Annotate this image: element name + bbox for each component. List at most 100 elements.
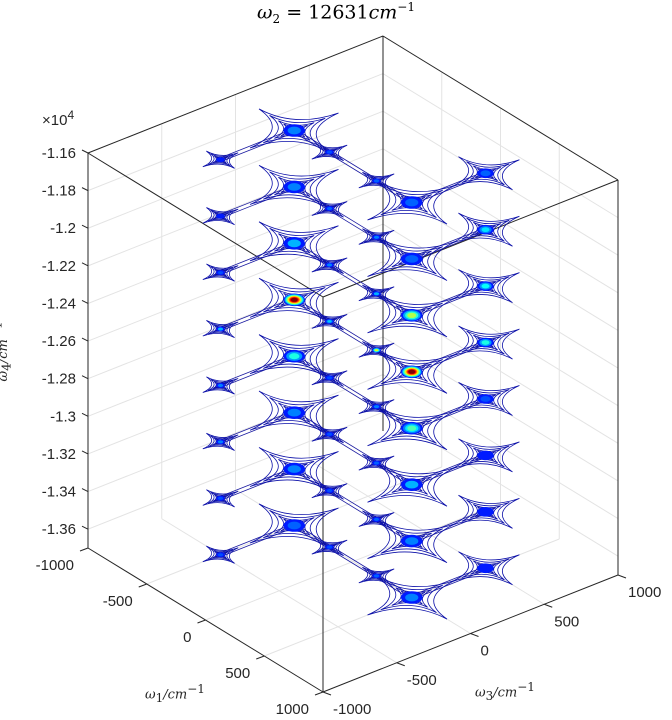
contour-peak <box>249 334 339 379</box>
contour-line <box>249 447 339 492</box>
z-label-sub: 4 <box>0 363 14 371</box>
contour-line <box>274 289 315 310</box>
contour-line <box>249 164 339 209</box>
contour-fill <box>217 496 224 500</box>
z-tick-label: -1.16 <box>42 145 76 162</box>
contour-line <box>470 278 501 294</box>
contour-fill <box>480 396 491 402</box>
title-symbol: ω <box>257 1 273 24</box>
contour-line <box>207 435 234 449</box>
contour-peak <box>358 510 395 529</box>
contour-line <box>451 494 520 529</box>
contour-line <box>212 550 229 559</box>
grid-line <box>382 298 619 444</box>
z-tick-mark <box>81 412 89 417</box>
contour-peak <box>311 199 348 218</box>
contour-peak <box>451 325 520 360</box>
contour-line <box>316 258 343 272</box>
contour-peak <box>367 462 457 507</box>
contour-line <box>368 289 385 299</box>
z-tick-mark <box>81 187 89 192</box>
contour-line <box>207 266 234 280</box>
z-exponent-power: 4 <box>67 108 75 122</box>
y-axis-label: ω3/cm−1 <box>475 680 535 703</box>
contour-peak <box>367 180 457 225</box>
y-tick-mark <box>322 691 332 696</box>
contour-peak <box>451 551 520 586</box>
contour-fill <box>481 227 490 233</box>
y-label-unit: /cm <box>493 685 518 701</box>
contour-line <box>363 287 390 301</box>
contour-line <box>212 381 229 390</box>
z-tick-label: -1.34 <box>42 484 76 501</box>
contour-fill <box>405 537 419 545</box>
contour-line <box>321 204 338 213</box>
contour-peak <box>202 432 239 451</box>
contour-line <box>274 402 315 423</box>
contour-fill <box>287 183 301 191</box>
x-tick-mark <box>314 691 324 696</box>
contour-fill <box>290 297 298 302</box>
contour-fill <box>405 198 419 207</box>
contour-bridge <box>329 375 377 409</box>
contour-line <box>212 324 229 334</box>
contour-peak <box>358 284 395 303</box>
grid-line <box>87 336 384 455</box>
contour-peak <box>311 481 348 500</box>
grid-line <box>382 411 619 557</box>
contour-fill <box>326 432 333 436</box>
contour-line <box>380 582 443 613</box>
contour-line <box>321 542 338 552</box>
contour-line <box>316 314 343 328</box>
contour-line <box>391 530 432 552</box>
y-tick-label: 0 <box>481 643 489 660</box>
contour-line <box>263 284 326 316</box>
contour-line <box>461 556 510 581</box>
contour-line <box>368 571 385 581</box>
x-tick-label: -500 <box>103 593 133 610</box>
contour-line <box>368 345 385 355</box>
contour-bridge <box>329 319 377 353</box>
z-tick-label: -1.22 <box>42 258 76 275</box>
y-label-symbol: ω <box>475 685 486 701</box>
z-tick-mark <box>81 488 89 493</box>
contour-fill <box>287 408 301 417</box>
contour-line <box>358 341 395 360</box>
contour-line <box>368 458 385 468</box>
contour-line <box>461 217 510 242</box>
contour-bridge <box>329 149 377 184</box>
contour-fill <box>326 376 333 380</box>
contour-peak <box>249 164 339 209</box>
contour-line <box>358 510 395 529</box>
contour-line <box>380 469 443 501</box>
contour-line <box>311 425 348 444</box>
contour-line <box>363 400 390 414</box>
contour-line <box>316 427 343 441</box>
contour-line <box>368 233 385 242</box>
contour-line <box>263 453 326 485</box>
box-edge <box>87 35 384 154</box>
contour-line <box>451 269 520 304</box>
contour-line <box>274 176 315 198</box>
contour-peak <box>451 438 520 473</box>
contour-line <box>358 454 395 473</box>
contour-fill <box>287 239 301 248</box>
contour-line <box>202 376 239 395</box>
contour-line <box>274 233 315 254</box>
x-tick-label: -1000 <box>36 557 74 574</box>
contour-fill <box>405 593 419 602</box>
contour-peak <box>358 454 395 473</box>
z-tick-label: -1.28 <box>42 371 76 388</box>
contour-peak <box>451 212 520 247</box>
contour-fill <box>217 553 224 557</box>
contour-line <box>212 155 229 164</box>
contour-line <box>207 379 234 392</box>
title-sup: −1 <box>397 0 415 14</box>
y-tick-label: 1000 <box>628 584 661 601</box>
contour-peak <box>249 390 339 435</box>
contour-line <box>274 458 315 480</box>
contour-peak <box>202 545 239 564</box>
x-tick-mark <box>79 547 89 552</box>
contour-line <box>202 150 239 169</box>
z-tick-mark <box>81 262 89 267</box>
